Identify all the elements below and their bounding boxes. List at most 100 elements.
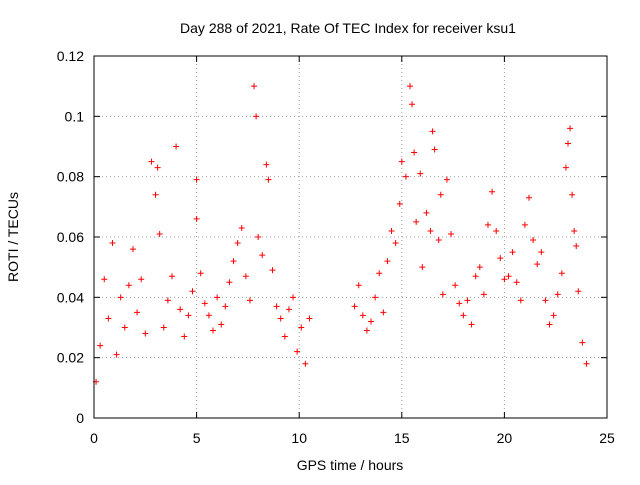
data-point <box>238 224 245 231</box>
data-point <box>290 294 297 301</box>
data-point <box>368 318 375 325</box>
data-point <box>550 312 557 319</box>
data-point <box>407 83 414 90</box>
data-point <box>443 176 450 183</box>
data-point <box>431 146 438 153</box>
data-point <box>480 291 487 298</box>
data-point <box>439 291 446 298</box>
data-point <box>218 321 225 328</box>
data-point <box>189 288 196 295</box>
data-point <box>246 297 253 304</box>
y-tick-label: 0.08 <box>57 169 84 185</box>
data-point <box>583 360 590 367</box>
data-point <box>117 294 124 301</box>
data-point <box>273 303 280 310</box>
x-tick-label: 10 <box>291 430 307 446</box>
data-point <box>214 294 221 301</box>
data-point <box>402 173 409 180</box>
data-point <box>298 324 305 331</box>
data-point <box>193 215 200 222</box>
data-point <box>558 270 565 277</box>
data-point <box>105 315 112 322</box>
data-point <box>571 227 578 234</box>
data-point <box>435 237 442 244</box>
y-tick-label: 0.02 <box>57 350 84 366</box>
x-tick-label: 5 <box>193 430 201 446</box>
data-point <box>513 279 520 286</box>
data-point <box>265 176 272 183</box>
data-point <box>423 209 430 216</box>
data-point <box>384 258 391 265</box>
data-point <box>253 113 260 120</box>
data-point <box>534 261 541 268</box>
data-point <box>530 237 537 244</box>
data-point <box>372 294 379 301</box>
data-point <box>281 333 288 340</box>
x-tick-label: 0 <box>90 430 98 446</box>
y-tick-label: 0.12 <box>57 48 84 64</box>
data-point <box>579 339 586 346</box>
data-point <box>173 143 180 150</box>
data-point <box>476 264 483 271</box>
data-point <box>156 230 163 237</box>
y-axis-label: ROTI / TECUs <box>5 192 21 282</box>
data-point <box>411 149 418 156</box>
data-point <box>376 270 383 277</box>
data-point <box>484 221 491 228</box>
data-point <box>437 191 444 198</box>
data-point <box>575 288 582 295</box>
data-point <box>101 276 108 283</box>
data-point <box>113 351 120 358</box>
data-point <box>565 140 572 147</box>
data-point <box>168 273 175 280</box>
data-point <box>546 321 553 328</box>
data-point <box>355 282 362 289</box>
data-point <box>359 312 366 319</box>
data-point <box>392 240 399 247</box>
data-point <box>562 164 569 171</box>
data-point <box>573 243 580 250</box>
y-tick-label: 0.1 <box>65 108 85 124</box>
data-point <box>505 273 512 280</box>
data-point <box>409 101 416 108</box>
data-point <box>109 240 116 247</box>
data-point <box>417 170 424 177</box>
data-point <box>456 300 463 307</box>
data-point <box>489 188 496 195</box>
data-point <box>294 348 301 355</box>
data-point <box>501 276 508 283</box>
data-point <box>177 306 184 313</box>
data-point <box>269 267 276 274</box>
data-point <box>222 303 229 310</box>
y-tick-label: 0 <box>76 410 84 426</box>
grid-lines <box>94 56 607 418</box>
data-point <box>138 276 145 283</box>
data-point <box>521 221 528 228</box>
data-point <box>302 360 309 367</box>
x-tick-label: 25 <box>599 430 615 446</box>
data-point <box>363 327 370 334</box>
data-point <box>152 191 159 198</box>
data-point <box>193 176 200 183</box>
data-point <box>154 164 161 171</box>
data-point <box>277 315 284 322</box>
data-point <box>160 324 167 331</box>
data-point <box>242 273 249 280</box>
x-axis-ticks: 0 5 10 15 20 25 <box>90 56 615 446</box>
data-points <box>93 83 590 385</box>
data-point <box>413 218 420 225</box>
data-point <box>542 297 549 304</box>
data-point <box>164 297 171 304</box>
data-point <box>509 249 516 256</box>
chart-title: Day 288 of 2021, Rate Of TEC Index for r… <box>180 20 516 36</box>
data-point <box>234 240 241 247</box>
y-axis-ticks: 0 0.02 0.04 0.06 0.08 0.1 0.12 <box>57 48 607 426</box>
data-point <box>142 330 149 337</box>
data-point <box>205 312 212 319</box>
data-point <box>396 200 403 207</box>
data-point <box>97 342 104 349</box>
data-point <box>569 191 576 198</box>
data-point <box>472 273 479 280</box>
data-point <box>181 333 188 340</box>
